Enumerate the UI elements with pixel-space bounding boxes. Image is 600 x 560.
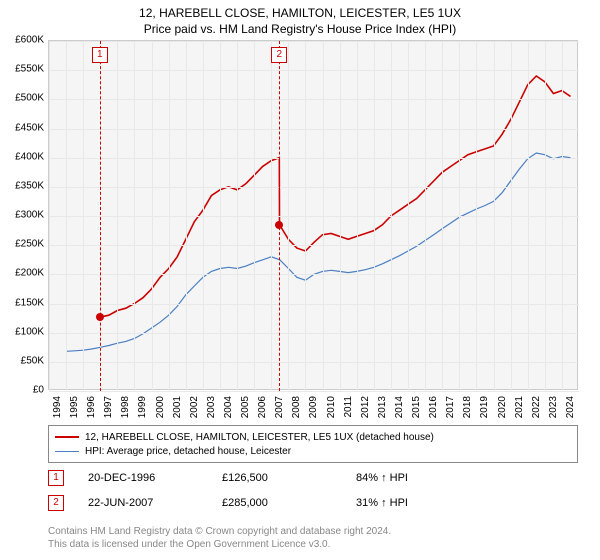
legend-swatch	[55, 436, 79, 438]
y-axis-label: £350K	[4, 180, 44, 191]
sale-marker-label: 2	[271, 47, 287, 63]
legend: 12, HAREBELL CLOSE, HAMILTON, LEICESTER,…	[48, 425, 578, 463]
y-axis-label: £100K	[4, 326, 44, 337]
sale-delta: 31% ↑ HPI	[356, 497, 466, 509]
footer-line2: This data is licensed under the Open Gov…	[48, 538, 578, 551]
legend-item: 12, HAREBELL CLOSE, HAMILTON, LEICESTER,…	[55, 430, 571, 444]
sale-row: 1 20-DEC-1996 £126,500 84% ↑ HPI	[48, 470, 578, 486]
y-axis-label: £200K	[4, 268, 44, 279]
sale-date: 22-JUN-2007	[88, 497, 198, 509]
sale-date: 20-DEC-1996	[88, 472, 198, 484]
chart-container: 12, HAREBELL CLOSE, HAMILTON, LEICESTER,…	[0, 0, 600, 560]
y-axis-label: £0	[4, 385, 44, 396]
y-axis-label: £450K	[4, 122, 44, 133]
series-line	[100, 76, 571, 317]
attribution-footer: Contains HM Land Registry data © Crown c…	[48, 525, 578, 551]
chart-title-line2: Price paid vs. HM Land Registry's House …	[0, 20, 600, 36]
series-line	[66, 153, 570, 351]
legend-item: HPI: Average price, detached house, Leic…	[55, 444, 571, 458]
sale-price: £285,000	[222, 497, 332, 509]
legend-label: 12, HAREBELL CLOSE, HAMILTON, LEICESTER,…	[85, 432, 434, 443]
y-axis-label: £300K	[4, 210, 44, 221]
x-axis-label: 2024	[565, 396, 600, 418]
sale-delta: 84% ↑ HPI	[356, 472, 466, 484]
y-axis-label: £150K	[4, 297, 44, 308]
plot-area: 12	[48, 40, 578, 390]
sale-marker-badge: 1	[48, 470, 64, 486]
y-axis-label: £500K	[4, 93, 44, 104]
y-axis-label: £50K	[4, 355, 44, 366]
y-axis-label: £400K	[4, 151, 44, 162]
legend-label: HPI: Average price, detached house, Leic…	[85, 446, 291, 457]
y-axis-label: £250K	[4, 239, 44, 250]
sale-marker-label: 1	[92, 47, 108, 63]
y-axis-label: £600K	[4, 35, 44, 46]
y-axis-label: £550K	[4, 64, 44, 75]
legend-swatch	[55, 451, 79, 452]
sale-marker-line	[279, 41, 280, 391]
chart-title-line1: 12, HAREBELL CLOSE, HAMILTON, LEICESTER,…	[0, 0, 600, 20]
sale-marker-dot	[275, 221, 283, 229]
sale-marker-dot	[96, 313, 104, 321]
footer-line1: Contains HM Land Registry data © Crown c…	[48, 525, 578, 538]
sale-marker-badge: 2	[48, 495, 64, 511]
sale-row: 2 22-JUN-2007 £285,000 31% ↑ HPI	[48, 495, 578, 511]
sale-marker-line	[100, 41, 101, 391]
sale-price: £126,500	[222, 472, 332, 484]
